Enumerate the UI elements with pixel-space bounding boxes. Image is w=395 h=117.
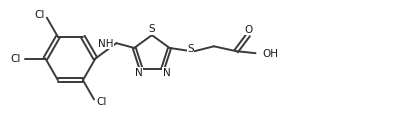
Text: Cl: Cl [34, 10, 45, 20]
Text: Cl: Cl [96, 97, 106, 107]
Text: N: N [163, 68, 170, 78]
Text: NH: NH [98, 39, 114, 49]
Text: N: N [135, 68, 143, 78]
Text: S: S [187, 44, 194, 54]
Text: O: O [244, 25, 252, 35]
Text: OH: OH [262, 49, 278, 59]
Text: S: S [149, 24, 155, 34]
Text: Cl: Cl [11, 53, 21, 64]
